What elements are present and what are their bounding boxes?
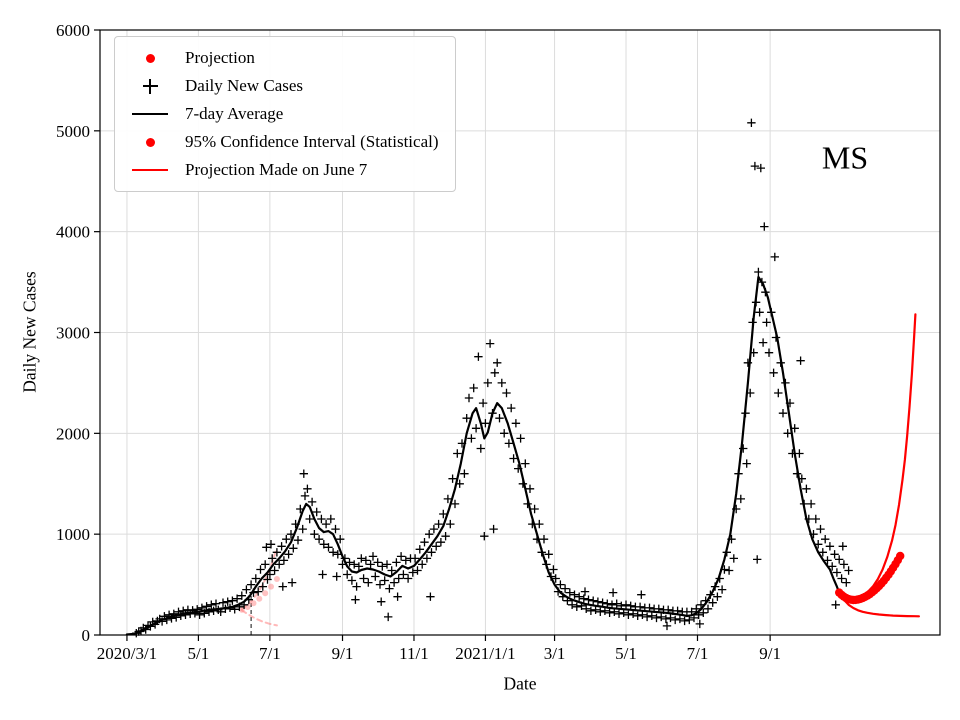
legend-item-label: Daily New Cases <box>185 76 304 95</box>
series-projection-made-on-june-7 <box>238 576 280 613</box>
line-black-icon <box>132 112 168 116</box>
x-tick-label: 2020/3/1 <box>97 644 157 663</box>
legend-item-label: 7-day Average <box>185 104 284 123</box>
projection-dot <box>262 590 269 597</box>
plus-black-icon <box>142 78 158 94</box>
series-projection-made-on-june-7-upper-ci <box>240 550 277 611</box>
projection-dot <box>256 595 263 602</box>
projection-dot <box>268 583 274 590</box>
y-tick-label: 0 <box>82 626 91 645</box>
y-tick-label: 4000 <box>56 223 90 242</box>
region-label: MS <box>821 139 869 176</box>
projection-dot <box>273 576 280 582</box>
line-black-marker-icon <box>125 112 175 116</box>
series-daily-new-cases <box>132 118 853 638</box>
dot-red-icon <box>145 137 155 147</box>
x-tick-label: 9/1 <box>332 644 354 663</box>
y-axis-label: Daily New Cases <box>19 271 40 393</box>
legend-item-label: Projection <box>185 48 255 67</box>
legend: Projection Daily New Cases 7-day Average 95… <box>114 36 456 192</box>
legend-item-projection: Projection <box>125 44 439 72</box>
dot-red-icon <box>145 53 155 63</box>
legend-item-7-day-average: 7-day Average <box>125 100 439 128</box>
dot-red-marker-icon <box>125 137 175 147</box>
series-projection-made-on-june-7-lower-ci <box>240 609 278 627</box>
x-tick-label: 5/1 <box>188 644 210 663</box>
x-tick-label: 7/1 <box>259 644 281 663</box>
line-red-marker-icon <box>125 168 175 172</box>
line-red-icon <box>132 168 168 172</box>
legend-item-label: 95% Confidence Interval (Statistical) <box>185 132 439 151</box>
projection-dot <box>244 604 251 610</box>
legend-item-daily-new-cases: Daily New Cases <box>125 72 439 100</box>
series-7-day-average <box>125 275 841 636</box>
projection-dot <box>896 551 905 561</box>
series-95-confidence-interval-lower <box>838 591 920 618</box>
legend-item-projection-made-on-june-7: Projection Made on June 7 <box>125 156 439 184</box>
x-axis-label: Date <box>503 673 537 694</box>
x-tick-label: 3/1 <box>544 644 566 663</box>
projection-dot <box>250 600 257 607</box>
x-tick-label: 9/1 <box>759 644 781 663</box>
series-projection <box>835 551 905 605</box>
x-tick-label: 2021/1/1 <box>455 644 515 663</box>
y-tick-label: 6000 <box>56 21 90 40</box>
y-tick-label: 3000 <box>56 324 90 343</box>
legend-item-95-confidence-interval-statistical: 95% Confidence Interval (Statistical) <box>125 128 439 156</box>
plus-black-marker-icon <box>125 78 175 94</box>
y-tick-label: 5000 <box>56 122 90 141</box>
y-tick-label: 2000 <box>56 424 90 443</box>
x-tick-label: 7/1 <box>687 644 709 663</box>
y-tick-label: 1000 <box>56 525 90 544</box>
dot-red-marker-icon <box>125 53 175 63</box>
legend-item-label: Projection Made on June 7 <box>185 160 368 179</box>
x-tick-label: 5/1 <box>615 644 637 663</box>
x-tick-label: 11/1 <box>399 644 429 663</box>
